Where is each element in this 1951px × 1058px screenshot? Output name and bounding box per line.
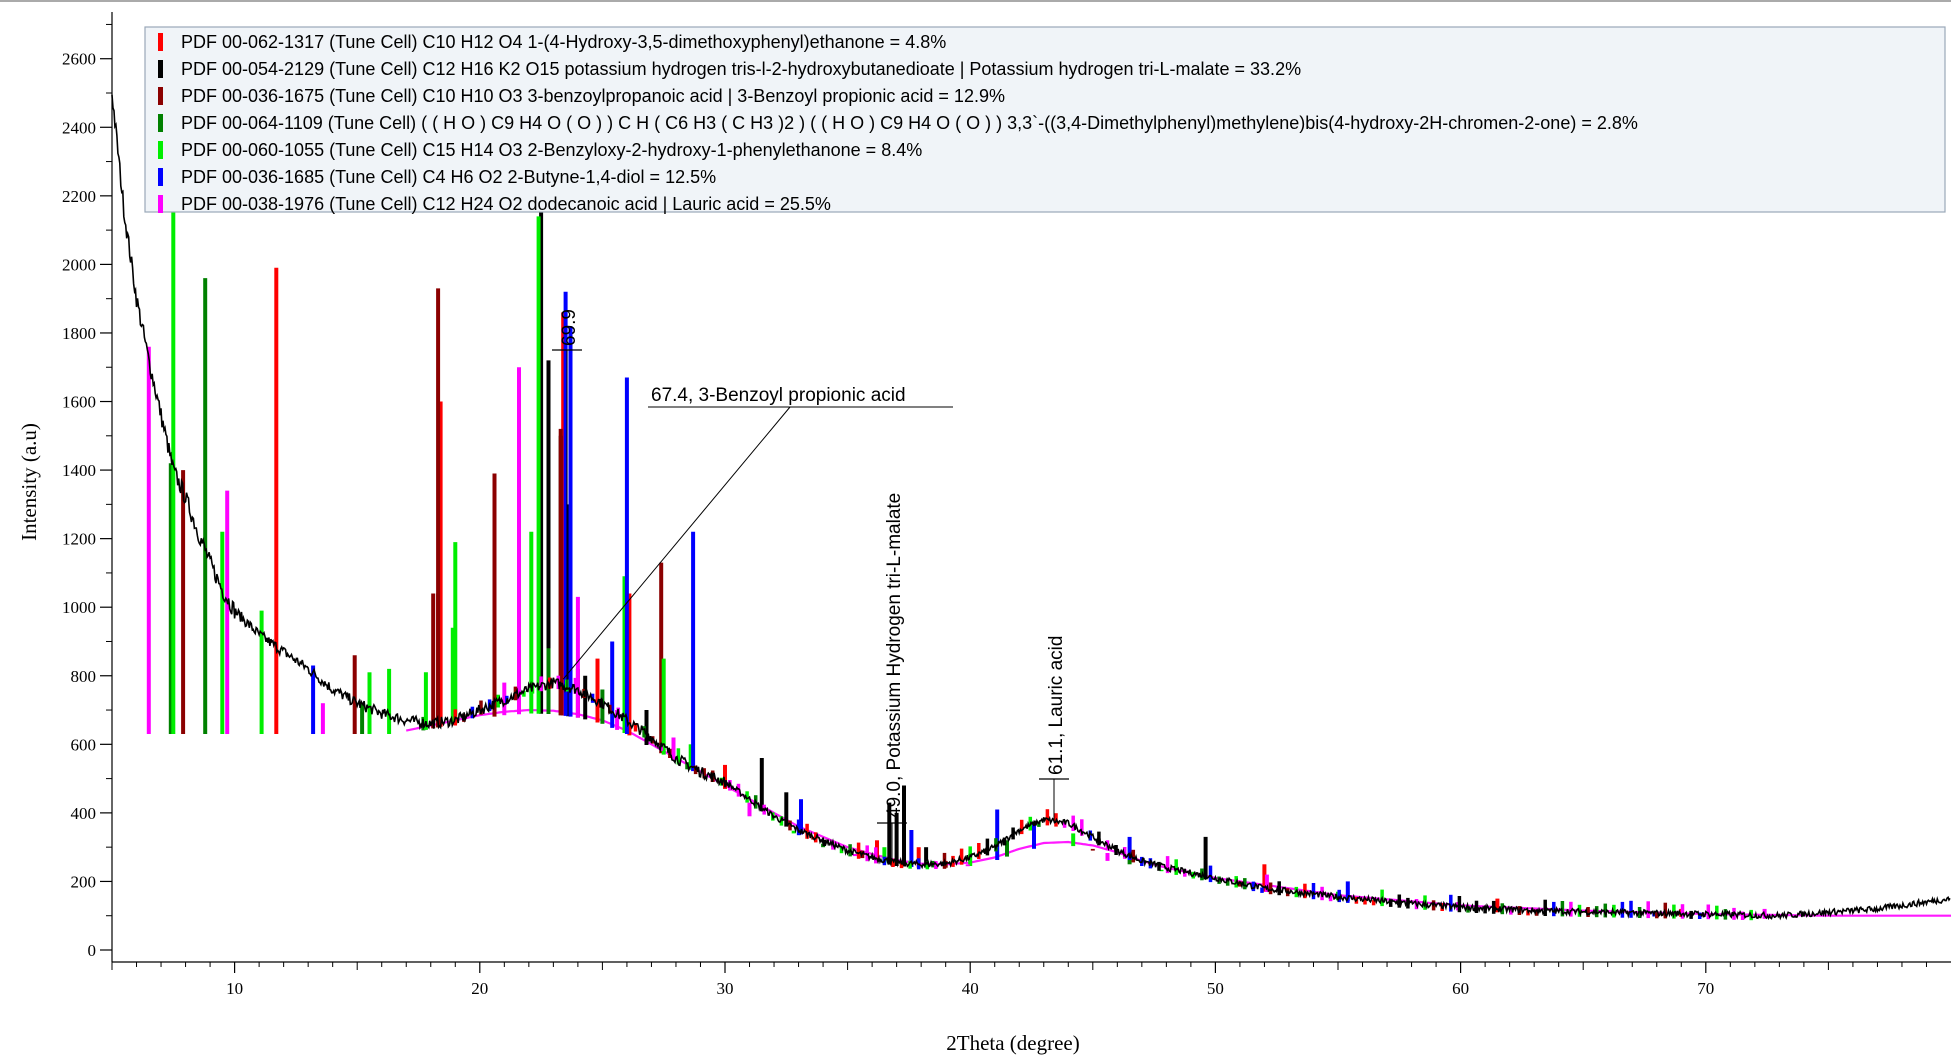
y-tick-label: 400 [71,804,97,823]
reference-series-1 [539,195,1208,880]
reference-lines-layer [146,195,1767,921]
legend-entry: PDF 00-060-1055 (Tune Cell) C15 H14 O3 2… [181,140,922,160]
x-tick-label: 20 [471,979,488,998]
y-tick-label: 1000 [62,598,96,617]
legend-swatch [158,195,163,213]
legend-entry: PDF 00-054-2129 (Tune Cell) C12 H16 K2 O… [181,59,1301,79]
annotation-malate-label: 49.0, Potassium Hydrogen tri-L-malate [884,493,905,818]
reference-series-3 [168,278,1132,868]
annotation-benzoyl-label: 67.4, 3-Benzoyl propionic acid [651,385,906,406]
legend-swatch [158,87,163,105]
observed-profile-layer [111,94,1951,921]
x-axis-label: 2Theta (degree) [946,1031,1080,1055]
legend-entry: PDF 00-038-1976 (Tune Cell) C12 H24 O2 d… [181,194,831,214]
annotation-69-9-label: 69.9 [559,309,580,346]
legend-swatch [158,114,163,132]
legend-swatch [158,60,163,78]
annotation-lauric-label: 61.1, Lauric acid [1046,636,1067,775]
legend-entry: PDF 00-036-1675 (Tune Cell) C10 H10 O3 3… [181,86,1005,106]
axes-layer: 0 200 400 600 800 1000 1200 1400 1600 1800 2000 220… [0,0,1951,998]
reference-series-0 [274,267,1684,917]
fitted-background-curve [405,708,1951,917]
legend-entry: PDF 00-064-1109 (Tune Cell) ( ( H O ) C9… [181,113,1638,133]
reference-series-4 [171,199,1340,901]
y-tick-label: 200 [71,872,97,891]
x-tick-label: 60 [1452,979,1469,998]
y-tick-label: 2000 [62,255,96,274]
y-tick-label: 600 [71,735,97,754]
reference-series-2 [181,288,1242,887]
x-tick-label: 30 [717,979,734,998]
legend-swatch [158,33,163,51]
legend-swatch [158,141,163,159]
plot-background-layer [405,708,1951,917]
legend-swatch [158,168,163,186]
y-tick-label: 800 [71,667,97,686]
legend-box [144,26,1946,213]
y-tick-label: 0 [88,941,97,960]
observed-profile-line [111,94,1951,921]
legend-entry: PDF 00-062-1317 (Tune Cell) C10 H12 O4 1… [181,32,946,52]
x-tick-label: 10 [226,979,243,998]
legend-entry: PDF 00-036-1685 (Tune Cell) C4 H6 O2 2-B… [181,167,716,187]
annotation-leader-line [562,406,791,680]
annotations-layer: 67.4, 3-Benzoyl propionic acid 69.9 49.0, … [552,309,1069,860]
x-tick-label: 50 [1207,979,1224,998]
x-tick-label: 70 [1697,979,1714,998]
y-tick-label: 1200 [62,530,96,549]
y-tick-label: 2200 [62,187,96,206]
y-tick-label: 2600 [62,50,96,69]
y-tick-label: 1400 [62,461,96,480]
y-tick-label: 1800 [62,324,96,343]
y-tick-label: 1600 [62,393,96,412]
reference-series-5 [311,291,1657,917]
y-tick-label: 2400 [62,118,96,137]
reference-series-6 [146,346,1767,919]
x-tick-label: 40 [962,979,979,998]
legend: PDF 00-062-1317 (Tune Cell) C10 H12 O4 1… [144,26,1946,214]
y-axis-label: Intensity (a.u) [17,423,41,541]
